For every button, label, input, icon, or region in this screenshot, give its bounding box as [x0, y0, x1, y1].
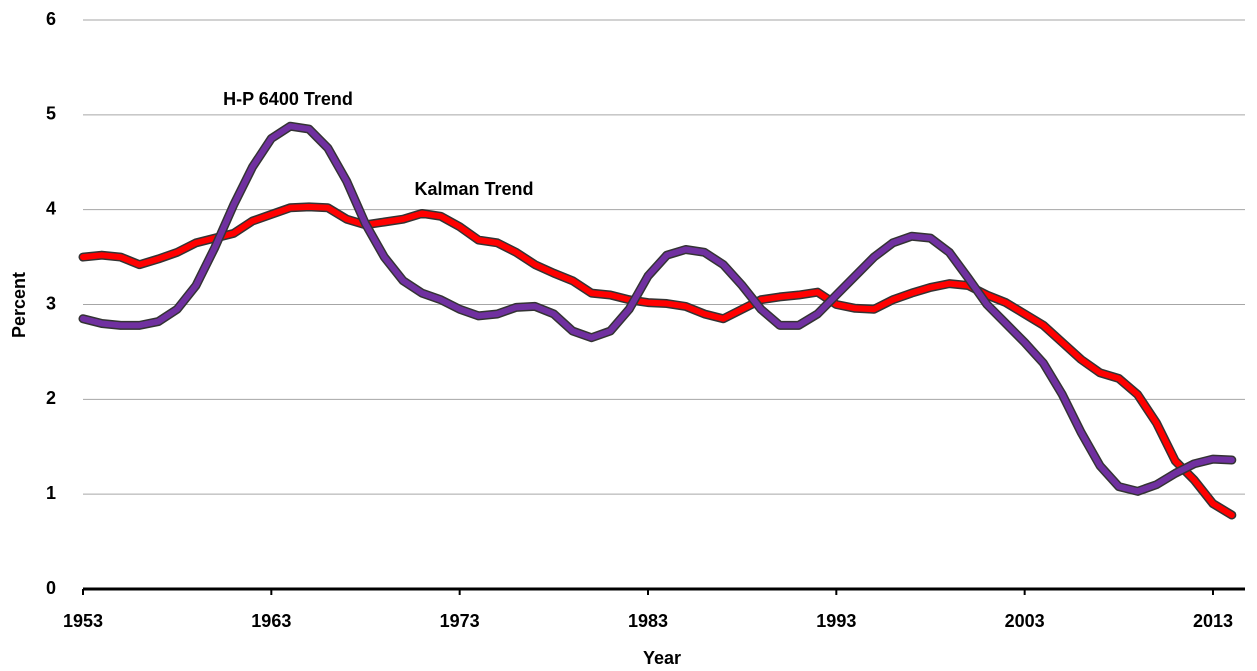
y-tick-label: 6 [46, 9, 56, 29]
x-tick-label: 2013 [1193, 611, 1233, 631]
x-tick-label: 2003 [1005, 611, 1045, 631]
y-tick-label: 5 [46, 104, 56, 124]
x-tick-label: 1963 [251, 611, 291, 631]
y-tick-label: 0 [46, 578, 56, 598]
y-tick-label: 4 [46, 198, 56, 218]
series-line [80, 203, 1235, 519]
y-tick-label: 2 [46, 388, 56, 408]
y-tick-label: 3 [46, 293, 56, 313]
y-tick-label: 1 [46, 483, 56, 503]
series-outline [78, 121, 1237, 496]
series-annotation: H-P 6400 Trend [223, 89, 353, 109]
x-tick-label: 1973 [440, 611, 480, 631]
y-axis-label: Percent [9, 272, 29, 338]
x-tick-label: 1993 [816, 611, 856, 631]
x-tick-label: 1983 [628, 611, 668, 631]
series-annotation: Kalman Trend [414, 179, 533, 199]
series-outline [78, 202, 1237, 520]
x-tick-label: 1953 [63, 611, 103, 631]
series-line [80, 123, 1235, 495]
x-axis-label: Year [643, 648, 681, 668]
